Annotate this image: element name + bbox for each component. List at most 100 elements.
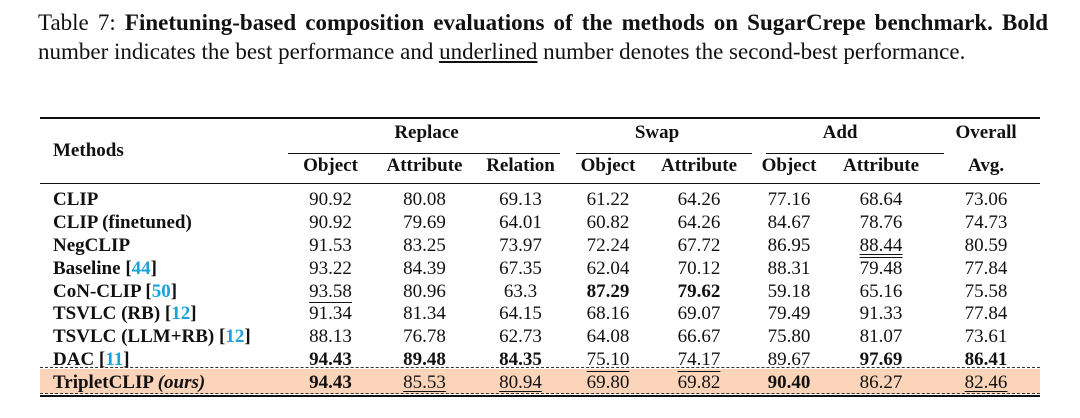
value-cell: 62.73: [475, 326, 566, 349]
header-rule: [40, 183, 1040, 184]
value-cell: 69.82: [650, 371, 748, 394]
value-cell: 79.48: [830, 257, 932, 280]
value-cell: 64.26: [650, 189, 748, 212]
value-cell: 76.78: [374, 326, 475, 349]
value-cell: 69.13: [475, 189, 566, 212]
method-name-cell: TripletCLIP (ours): [40, 371, 287, 394]
value-cell: 91.53: [287, 235, 374, 258]
score-value: 84.67: [767, 212, 811, 234]
citation-link[interactable]: 50: [151, 280, 171, 302]
score-value: 64.01: [499, 212, 542, 234]
score-value: 94.43: [309, 371, 352, 393]
ours-label: (ours): [157, 371, 206, 393]
value-cell: 90.40: [748, 371, 830, 394]
score-value: 68.16: [586, 303, 630, 325]
value-cell: 78.76: [830, 212, 932, 235]
value-cell: 67.72: [650, 235, 748, 258]
subheader-replace-relation: Relation: [486, 154, 555, 176]
score-value: 80.59: [964, 234, 1008, 256]
value-cell: 73.06: [932, 189, 1040, 212]
score-value: 89.67: [767, 348, 811, 370]
value-cell: 91.33: [830, 303, 932, 326]
value-cell: 85.53: [374, 371, 475, 394]
value-cell: 84.35: [475, 349, 566, 372]
results-table: Methods Replace Swap Add Overall Object …: [40, 118, 1040, 394]
group-header-overall: Overall: [955, 122, 1017, 143]
value-cell: 64.15: [475, 303, 566, 326]
score-value: 91.53: [309, 234, 352, 256]
score-value: 69.80: [586, 371, 630, 393]
methods-header: Methods: [53, 139, 124, 161]
score-value: 61.22: [586, 189, 630, 211]
value-cell: 83.25: [374, 235, 475, 258]
score-value: 79.62: [677, 280, 721, 302]
table-row: CLIP (finetuned) 90.92 79.69 64.01 60.82 64.2…: [40, 212, 1040, 235]
score-value: 73.06: [964, 189, 1008, 211]
score-value: 79.69: [403, 212, 446, 234]
value-cell: 88.13: [287, 326, 374, 349]
score-value: 62.04: [586, 257, 630, 279]
value-cell: 94.43: [287, 371, 374, 394]
caption-bold-word: Bold: [1002, 10, 1049, 35]
caption-text-1: number indicates the best performance an…: [38, 39, 440, 64]
method-name: Baseline: [53, 257, 121, 279]
score-value: 80.08: [403, 189, 446, 211]
value-cell: 70.12: [650, 257, 748, 280]
method-name-cell: CLIP (finetuned): [40, 212, 287, 235]
value-cell: 84.67: [748, 212, 830, 235]
value-cell: 86.27: [830, 371, 932, 394]
score-value: 73.97: [499, 234, 542, 256]
method-name-cell: TSVLC (RB) [12]: [53, 303, 197, 325]
value-cell: 81.07: [830, 326, 932, 349]
method-name-cell: CoN-CLIP [50]: [53, 280, 178, 302]
score-value: 67.35: [499, 257, 542, 279]
value-cell: 74.73: [932, 212, 1040, 235]
score-value: 60.82: [586, 212, 630, 234]
value-cell: 87.29: [566, 280, 650, 303]
value-cell: 88.44: [830, 235, 932, 258]
citation-link[interactable]: 11: [105, 348, 124, 370]
table-row: TripletCLIP (ours) 94.43 85.53 80.94 69.80 69…: [40, 371, 1040, 394]
score-value: 80.94: [499, 371, 542, 393]
value-cell: 74.17: [650, 349, 748, 372]
score-value: 75.80: [767, 326, 811, 348]
citation-link[interactable]: 12: [171, 303, 191, 325]
subheader-swap-object: Object: [580, 154, 636, 176]
score-value: 77.84: [964, 257, 1008, 279]
score-value: 65.16: [859, 280, 903, 302]
method-name-cell: DAC [11]: [53, 348, 130, 370]
caption-underlined-word: underlined: [439, 39, 538, 64]
score-value: 72.24: [586, 234, 630, 256]
value-cell: 73.97: [475, 235, 566, 258]
value-cell: 67.35: [475, 257, 566, 280]
score-value: 64.08: [586, 326, 630, 348]
value-cell: 86.41: [932, 349, 1040, 372]
value-cell: 63.3: [475, 280, 566, 303]
value-cell: 80.08: [374, 189, 475, 212]
value-cell: 64.01: [475, 212, 566, 235]
value-cell: 80.94: [475, 371, 566, 394]
group-header-swap: Swap: [634, 122, 680, 143]
value-cell: 66.67: [650, 326, 748, 349]
value-cell: 84.39: [374, 257, 475, 280]
score-value: 94.43: [309, 348, 352, 370]
subheader-replace-object: Object: [303, 154, 358, 176]
subheader-swap-attribute: Attribute: [661, 154, 738, 176]
citation-link[interactable]: 12: [225, 326, 245, 348]
score-value: 68.64: [859, 189, 903, 211]
method-name-cell: CLIP: [40, 189, 287, 212]
score-value: 78.76: [859, 212, 903, 234]
add-group-rule: [766, 153, 944, 154]
score-value: 75.10: [586, 348, 630, 370]
score-value: 74.73: [964, 212, 1008, 234]
value-cell: 59.18: [748, 280, 830, 303]
value-cell: 93.58: [287, 280, 374, 303]
value-cell: 65.16: [830, 280, 932, 303]
value-cell: 79.69: [374, 212, 475, 235]
value-cell: 94.43: [287, 349, 374, 372]
value-cell: 68.16: [566, 303, 650, 326]
bottom-rule: [40, 395, 1040, 397]
citation-link[interactable]: 44: [131, 257, 151, 279]
score-value: 69.13: [499, 189, 542, 211]
value-cell: 75.58: [932, 280, 1040, 303]
